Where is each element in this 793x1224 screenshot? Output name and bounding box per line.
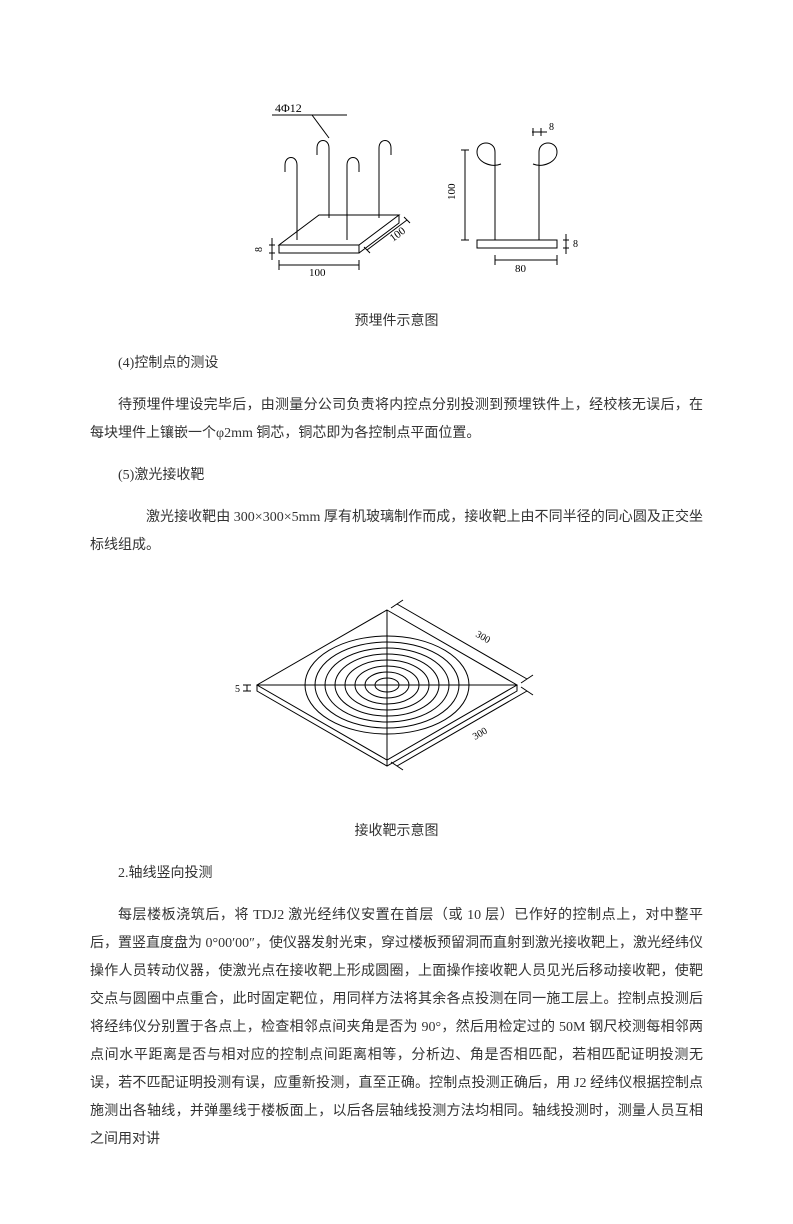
figure-target: 300 300 5 [90,590,703,810]
embedded-part-svg: 4Φ12 100 100 8 100 [197,90,597,295]
section-axis-head: 2.轴线竖向投测 [90,860,703,888]
section5-head: (5)激光接收靶 [90,462,703,490]
dim-top-8: 8 [549,122,554,133]
dim-base-d: 100 [387,225,408,245]
dim-plate-t2: 8 [573,239,578,250]
dim-hook-h: 80 [515,263,527,275]
figure2-caption: 接收靶示意图 [90,820,703,840]
section5-para: 激光接收靶由 300×300×5mm 厚有机玻璃制作而成，接收靶上由不同半径的同… [90,504,703,560]
section4-head: (4)控制点的测设 [90,350,703,378]
dim-4phi12: 4Φ12 [275,101,302,115]
figure-embedded-part: 4Φ12 100 100 8 100 [90,90,703,300]
page: 4Φ12 100 100 8 100 [0,0,793,1224]
dim-plate-t: 8 [254,247,265,252]
section4-para: 待预埋件埋设完毕后，由测量分公司负责将内控点分别投测到预埋铁件上，经校核无误后，… [90,392,703,448]
section-axis-para: 每层楼板浇筑后，将 TDJ2 激光经纬仪安置在首层（或 10 层）已作好的控制点… [90,902,703,1154]
dim-target-t: 5 [235,684,240,695]
dim-target-d: 300 [471,726,489,743]
target-svg: 300 300 5 [227,590,567,805]
dim-base-w: 100 [309,267,326,279]
figure1-caption: 预埋件示意图 [90,310,703,330]
dim-target-w: 300 [473,629,491,646]
dim-col-h: 100 [446,183,458,200]
